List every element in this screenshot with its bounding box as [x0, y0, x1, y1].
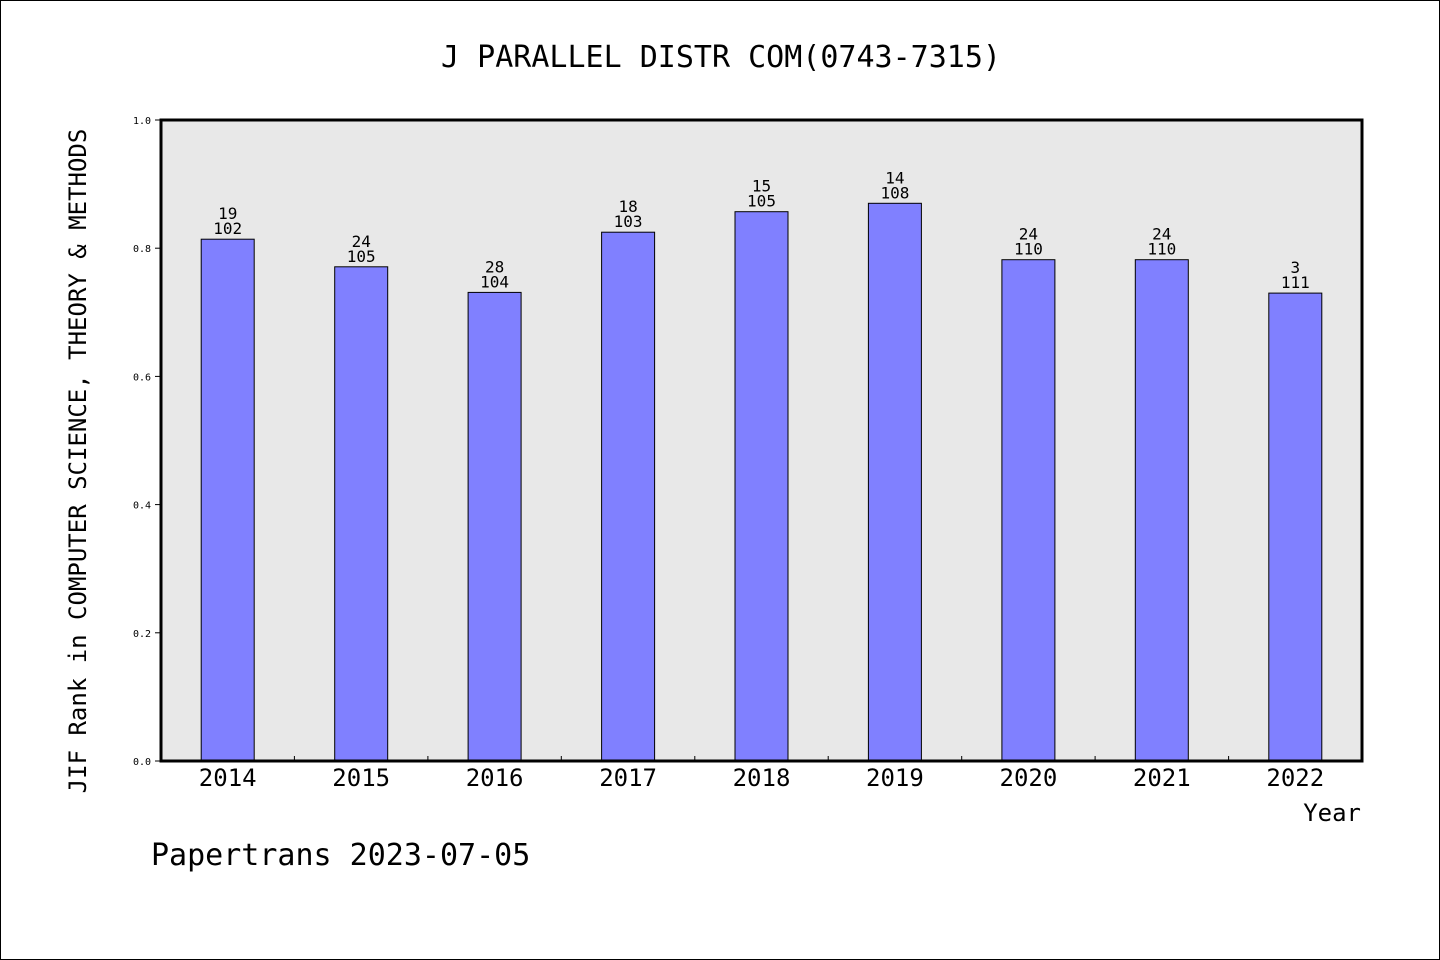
bar-rank-label: 24	[1019, 225, 1038, 244]
x-tick-label: 2014	[199, 764, 257, 792]
bar-rank-label: 3	[1290, 258, 1300, 277]
bar-total-label: 108	[880, 183, 909, 202]
y-tick-label: 0.6	[133, 372, 151, 383]
x-tick-label: 2021	[1133, 764, 1191, 792]
bar-2021	[1134, 259, 1189, 762]
y-axis: 0.0 0.2 0.4 0.6 0.8 1.0	[133, 116, 161, 768]
y-tick-label: 0.2	[133, 629, 151, 640]
bar-total-label: 105	[347, 247, 376, 266]
x-tick-label: 2020	[1000, 764, 1058, 792]
bar-rank-label: 19	[218, 204, 237, 223]
bar-total-label: 111	[1281, 273, 1310, 292]
bar-total-label: 105	[747, 192, 776, 211]
bar-rank-label: 28	[485, 257, 504, 276]
x-tick-label: 2016	[466, 764, 524, 792]
x-tick-label: 2015	[332, 764, 390, 792]
bar-2014	[200, 238, 255, 762]
bar-total-label: 104	[480, 272, 509, 291]
y-tick-label: 0.4	[133, 501, 151, 512]
bar-rank-label: 14	[885, 168, 904, 187]
bar-2016	[467, 291, 522, 762]
bar-total-label: 102	[213, 219, 242, 238]
bar-rank-label: 15	[752, 177, 771, 196]
x-axis: 2014 2015 2016 2017 2018 2019 2020 2021 2022	[199, 756, 1324, 792]
x-tick-label: 2022	[1266, 764, 1324, 792]
chart-title: J PARALLEL DISTR COM(0743-7315)	[441, 40, 1001, 75]
y-tick-label: 1.0	[133, 116, 151, 127]
y-tick-label: 0.8	[133, 244, 151, 255]
plot-border	[159, 118, 1364, 763]
bar-labels-layer: 1910224105281041810315105141082411024110…	[213, 168, 1310, 292]
x-tick-label: 2018	[733, 764, 791, 792]
bar-rank-label: 18	[618, 197, 637, 216]
x-axis-label: Year	[1303, 799, 1361, 827]
bars-layer	[200, 202, 1323, 762]
footer-credit: Papertrans 2023-07-05	[151, 838, 530, 873]
bar-2022	[1268, 292, 1323, 762]
bar-total-label: 110	[1147, 240, 1176, 259]
bar-2020	[1001, 259, 1056, 762]
y-axis-label: JIF Rank in COMPUTER SCIENCE, THEORY & M…	[64, 129, 92, 794]
bar-2019	[867, 202, 922, 762]
x-tick-label: 2017	[599, 764, 657, 792]
bar-total-label: 103	[614, 212, 643, 231]
bar-2018	[734, 211, 789, 762]
bar-rank-label: 24	[1152, 225, 1171, 244]
bar-rank-label: 24	[352, 232, 371, 251]
bar-2015	[334, 266, 389, 762]
bar-total-label: 110	[1014, 240, 1043, 259]
bar-2017	[601, 231, 656, 762]
y-tick-label: 0.0	[133, 757, 151, 768]
x-tick-label: 2019	[866, 764, 924, 792]
